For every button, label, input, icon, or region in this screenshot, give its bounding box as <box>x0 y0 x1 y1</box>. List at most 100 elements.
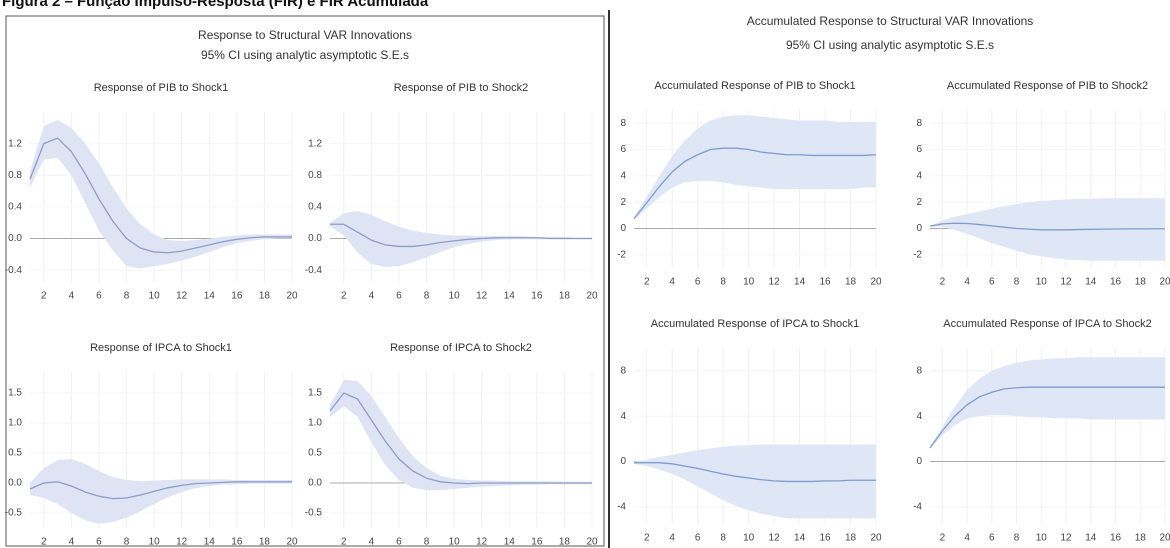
x-tick-label: 4 <box>964 533 970 544</box>
x-tick-label: 16 <box>531 537 543 548</box>
x-tick-label: 18 <box>845 533 857 544</box>
x-tick-label: 12 <box>476 291 488 302</box>
y-tick-label: 0 <box>620 456 626 467</box>
x-tick-label: 20 <box>1159 277 1170 288</box>
y-tick-label: 6 <box>916 144 922 155</box>
x-tick-label: 12 <box>176 537 188 548</box>
x-tick-label: 16 <box>1110 533 1122 544</box>
y-tick-label: 4 <box>620 170 626 181</box>
x-tick-label: 6 <box>96 291 102 302</box>
x-tick-label: 10 <box>743 277 755 288</box>
x-tick-label: 14 <box>1085 277 1097 288</box>
x-tick-label: 2 <box>41 291 47 302</box>
x-tick-label: 8 <box>1014 277 1020 288</box>
chart-title: Accumulated Response of IPCA to Shock1 <box>651 318 860 330</box>
x-tick-label: 14 <box>794 533 806 544</box>
x-tick-label: 6 <box>695 277 701 288</box>
panel-title: Accumulated Response to Structural VAR I… <box>747 14 1034 28</box>
x-tick-label: 18 <box>259 291 271 302</box>
y-tick-label: 8 <box>620 365 626 376</box>
x-tick-label: 2 <box>644 533 650 544</box>
response-line <box>929 386 1165 449</box>
x-tick-label: 4 <box>369 291 375 302</box>
y-tick-label: -4 <box>913 502 922 513</box>
x-tick-label: 6 <box>695 533 701 544</box>
x-tick-label: 20 <box>286 537 298 548</box>
y-tick-label: -4 <box>617 502 626 513</box>
x-tick-label: 14 <box>504 291 516 302</box>
x-tick-label: 16 <box>819 533 831 544</box>
response-line <box>634 462 876 483</box>
x-tick-label: 2 <box>41 537 47 548</box>
x-tick-label: 4 <box>669 277 675 288</box>
x-tick-label: 20 <box>1159 533 1170 544</box>
y-tick-label: 0.4 <box>308 202 322 213</box>
panel-title: Response to Structural VAR Innovations <box>198 28 412 42</box>
x-tick-label: 16 <box>231 537 243 548</box>
y-tick-label: 2 <box>916 197 922 208</box>
y-tick-label: 8 <box>620 118 626 129</box>
y-tick-label: 0.0 <box>8 478 22 489</box>
x-tick-label: 8 <box>424 537 430 548</box>
x-tick-label: 10 <box>1036 277 1048 288</box>
x-tick-label: 16 <box>231 291 243 302</box>
y-tick-label: 1.5 <box>8 388 22 399</box>
x-tick-label: 10 <box>149 291 161 302</box>
y-tick-label: -0.4 <box>5 265 23 276</box>
x-tick-label: 16 <box>531 291 543 302</box>
y-tick-label: 1.5 <box>308 388 322 399</box>
x-tick-label: 20 <box>870 277 882 288</box>
x-tick-label: 4 <box>964 277 970 288</box>
ci-band <box>634 444 876 519</box>
response-line <box>330 223 592 248</box>
y-tick-label: -2 <box>913 249 922 260</box>
x-tick-label: 2 <box>341 537 347 548</box>
x-tick-label: 10 <box>1036 533 1048 544</box>
x-tick-label: 8 <box>124 291 130 302</box>
panel-subtitle: 95% CI using analytic asymptotic S.E.s <box>786 38 994 52</box>
chart-title: Accumulated Response of PIB to Shock2 <box>947 80 1148 92</box>
y-tick-label: 0.5 <box>8 448 22 459</box>
left-frame <box>5 15 605 547</box>
y-tick-label: 1.0 <box>308 418 322 429</box>
x-tick-label: 10 <box>149 537 161 548</box>
chart-title: Response of PIB to Shock1 <box>94 82 229 94</box>
x-tick-label: 4 <box>669 533 675 544</box>
y-tick-label: 4 <box>620 411 626 422</box>
x-tick-label: 8 <box>720 277 726 288</box>
ci-band <box>330 379 592 491</box>
x-tick-label: 18 <box>845 277 857 288</box>
x-tick-label: 20 <box>586 537 598 548</box>
x-tick-label: 6 <box>396 291 402 302</box>
x-tick-label: 12 <box>1060 277 1072 288</box>
x-tick-label: 14 <box>204 291 216 302</box>
y-tick-label: 0.8 <box>8 170 22 181</box>
x-tick-label: 2 <box>644 277 650 288</box>
y-tick-label: 0.0 <box>308 478 322 489</box>
x-tick-label: 10 <box>449 291 461 302</box>
x-tick-label: 14 <box>204 537 216 548</box>
response-line <box>329 392 592 485</box>
ci-band <box>930 357 1165 450</box>
x-tick-label: 6 <box>396 537 402 548</box>
response-line <box>29 137 292 254</box>
y-tick-label: 6 <box>620 144 626 155</box>
figure-title: Figura 2 – Função Impulso-Resposta (FIR)… <box>2 0 429 10</box>
y-tick-label: 0 <box>916 456 922 467</box>
x-tick-label: 12 <box>476 537 488 548</box>
x-tick-label: 20 <box>870 533 882 544</box>
y-tick-label: 2 <box>620 197 626 208</box>
ci-band <box>330 210 592 267</box>
x-tick-label: 16 <box>1110 277 1122 288</box>
chart-title: Accumulated Response of PIB to Shock1 <box>654 80 855 92</box>
x-tick-label: 8 <box>720 533 726 544</box>
y-tick-label: 0 <box>916 223 922 234</box>
y-tick-label: -0.5 <box>305 508 323 519</box>
y-tick-label: 4 <box>916 170 922 181</box>
x-tick-label: 2 <box>940 533 946 544</box>
response-line <box>29 481 292 500</box>
x-tick-label: 16 <box>819 277 831 288</box>
ci-band <box>30 459 292 524</box>
x-tick-label: 6 <box>96 537 102 548</box>
